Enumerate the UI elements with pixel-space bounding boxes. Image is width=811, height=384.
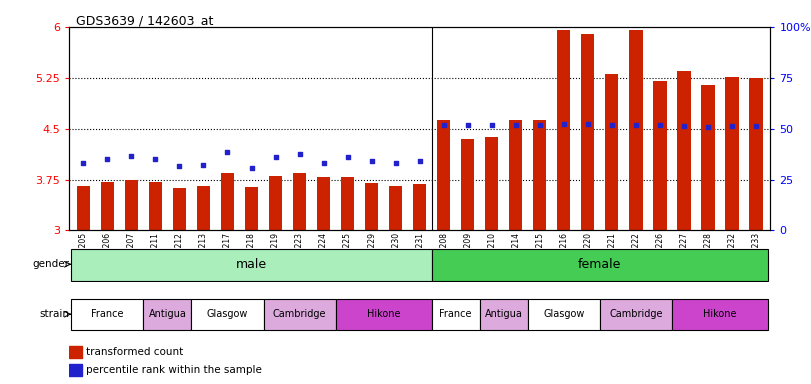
Text: female: female [578,258,621,271]
Bar [221,174,234,230]
Text: Glasgow: Glasgow [207,309,248,319]
Bar [528,300,600,330]
Bar [197,186,210,230]
Text: transformed count: transformed count [87,347,184,357]
Bar [71,250,431,280]
Bar [341,177,354,230]
Point [269,154,282,160]
Bar [533,120,547,230]
Bar [629,30,642,230]
Point [485,121,498,127]
Bar [245,187,258,230]
Point [149,156,162,162]
Bar [509,120,522,230]
Point [726,123,739,129]
Bar [431,250,768,280]
Point [317,159,330,166]
Bar [71,300,144,330]
Point [389,159,402,166]
Point [197,162,210,168]
Bar [480,300,528,330]
Bar [485,137,499,230]
Text: male: male [236,258,267,271]
Bar [77,186,90,230]
Text: percentile rank within the sample: percentile rank within the sample [87,365,262,375]
Bar [581,34,594,230]
Bar [317,177,330,230]
Bar [725,77,739,230]
Bar [293,174,307,230]
Point [534,121,547,127]
Point [557,121,570,127]
Bar [191,300,264,330]
Text: France: France [440,309,472,319]
Text: gender: gender [32,259,69,269]
Point [677,123,690,129]
Point [509,122,522,128]
Bar [654,81,667,230]
Bar [173,188,186,230]
Point [101,156,114,162]
Bar [101,182,114,230]
Bar [437,121,450,230]
Point [293,151,306,157]
Bar [264,300,336,330]
Point [702,124,714,130]
Bar [148,182,162,230]
Point [437,122,450,128]
Point [77,159,90,166]
Point [221,149,234,156]
Text: GDS3639 / 142603_at: GDS3639 / 142603_at [76,14,213,27]
Bar [677,71,691,230]
Bar [749,78,762,230]
Text: Cambridge: Cambridge [609,309,663,319]
Bar [269,176,282,230]
Point [605,122,618,128]
Bar [600,300,672,330]
Text: Antigua: Antigua [485,309,523,319]
Text: Hikone: Hikone [367,309,401,319]
Point [629,122,642,128]
Bar [144,300,191,330]
Bar [431,300,480,330]
Bar [336,300,431,330]
Bar [365,183,378,230]
Bar [672,300,768,330]
Text: France: France [91,309,123,319]
Bar [389,186,402,230]
Text: Cambridge: Cambridge [272,309,326,319]
Bar [69,346,82,358]
Point [749,123,762,129]
Point [341,154,354,160]
Point [581,121,594,127]
Text: Hikone: Hikone [703,309,736,319]
Point [365,157,378,164]
Bar [69,364,82,376]
Point [173,163,186,169]
Point [125,153,138,159]
Bar [125,180,138,230]
Bar [702,84,714,230]
Point [413,158,427,164]
Bar [605,74,619,230]
Point [245,165,258,171]
Text: strain: strain [39,309,69,319]
Bar [461,139,474,230]
Bar [413,184,427,230]
Text: Glasgow: Glasgow [543,309,585,319]
Point [461,122,474,128]
Text: Antigua: Antigua [148,309,187,319]
Bar [557,30,570,230]
Point [654,122,667,128]
